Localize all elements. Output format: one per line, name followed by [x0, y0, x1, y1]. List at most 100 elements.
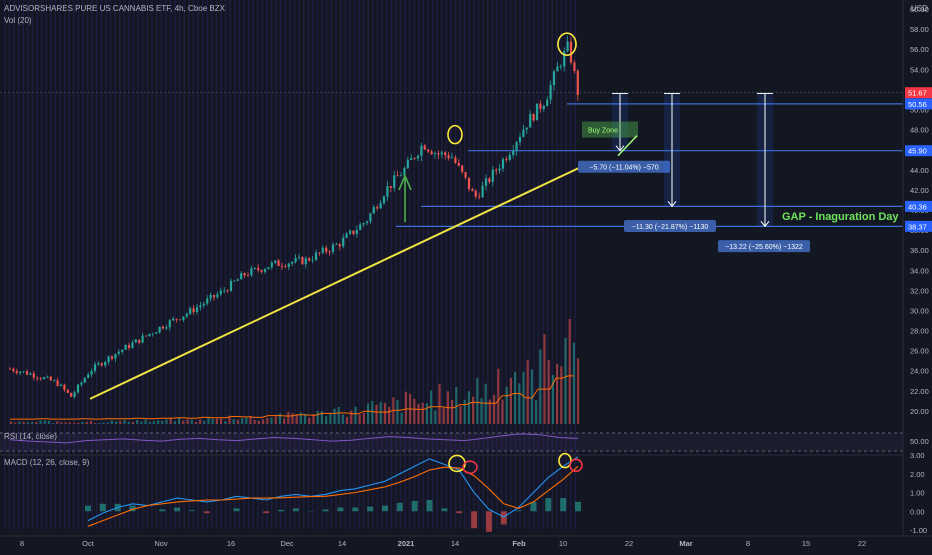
rsi-pane — [0, 433, 903, 451]
volume-bar — [518, 383, 520, 424]
volume-bar — [174, 421, 176, 424]
candle-body — [315, 253, 317, 260]
volume-bar — [258, 421, 260, 424]
candle-body — [33, 374, 35, 378]
candle-body — [318, 253, 320, 254]
volume-bar — [539, 350, 541, 424]
candle-body — [284, 266, 286, 267]
volume-bar — [81, 422, 83, 424]
macd-histogram-bar — [471, 511, 477, 528]
volume-bar — [56, 421, 58, 424]
macd-y-tick: -1.00 — [910, 526, 927, 535]
candle-body — [380, 203, 382, 208]
macd-histogram-bar — [575, 502, 581, 511]
candle-body — [533, 114, 535, 120]
volume-bar — [443, 408, 445, 424]
volume-bar — [333, 409, 335, 424]
x-tick-label: 2021 — [398, 539, 415, 548]
macd-histogram-bar — [545, 498, 551, 511]
candle-body — [485, 179, 487, 186]
macd-histogram-bar — [456, 511, 462, 513]
candle-body — [138, 340, 140, 343]
volume-bar — [346, 417, 348, 424]
candle-body — [553, 71, 555, 85]
volume-bar — [39, 420, 41, 424]
volume-bar — [216, 419, 218, 424]
macd-histogram-bar — [293, 508, 299, 511]
volume-bar — [275, 416, 277, 424]
candle-body — [16, 371, 18, 373]
candle-body — [339, 244, 341, 246]
candle-body — [57, 380, 59, 386]
candle-body — [437, 153, 439, 154]
candle-body — [12, 369, 14, 371]
volume-bar — [266, 418, 268, 424]
volume-bar — [501, 400, 503, 425]
candle-body — [407, 160, 409, 168]
candle-body — [482, 186, 484, 198]
volume-bar — [283, 418, 285, 424]
macd-histogram-bar — [85, 506, 91, 512]
candle-body — [254, 268, 256, 269]
candle-body — [308, 258, 310, 260]
volume-bar — [94, 423, 96, 424]
candle-body — [451, 157, 453, 158]
volume-bar — [270, 418, 272, 424]
y-tick-label: 30.00 — [910, 306, 929, 315]
volume-bar — [476, 378, 478, 424]
volume-bar — [417, 404, 419, 424]
candle-body — [295, 258, 297, 262]
candle-body — [475, 191, 477, 197]
volume-bar — [556, 364, 558, 424]
volume-bar — [543, 334, 545, 424]
x-tick-label: 8 — [20, 539, 24, 548]
candle-body — [577, 71, 579, 95]
candle-body — [471, 189, 473, 191]
volume-bar — [102, 423, 104, 425]
candle-body — [434, 153, 436, 154]
x-tick-label: 22 — [625, 539, 633, 548]
candle-body — [261, 270, 263, 272]
volume-bar — [300, 412, 302, 424]
macd-histogram-bar — [352, 508, 358, 512]
x-tick-label: 22 — [858, 539, 866, 548]
candle-body — [567, 42, 569, 52]
candle-body — [19, 372, 21, 373]
candle-body — [363, 223, 365, 224]
candle-body — [454, 157, 456, 162]
volume-bar — [149, 422, 151, 424]
candle-body — [26, 371, 28, 374]
volume-bar — [86, 422, 88, 424]
volume-bar — [468, 391, 470, 424]
candle-body — [206, 299, 208, 304]
candle-body — [84, 378, 86, 383]
y-tick-label: 34.00 — [910, 266, 929, 275]
candle-body — [420, 146, 422, 156]
volume-bar — [342, 415, 344, 425]
volume-bar — [27, 423, 29, 425]
candle-body — [53, 380, 55, 381]
candle-body — [570, 42, 572, 63]
candle-body — [216, 294, 218, 297]
volume-bar — [165, 420, 167, 424]
candle-body — [410, 158, 412, 160]
candle-body — [131, 343, 133, 348]
candle-body — [271, 263, 273, 268]
macd-histogram-bar — [189, 510, 195, 511]
macd-histogram-bar — [412, 501, 418, 511]
candle-body — [148, 334, 150, 336]
volume-bar — [144, 420, 146, 424]
candle-body — [560, 66, 562, 67]
candle-body — [298, 257, 300, 258]
macd-y-tick: 1.00 — [910, 489, 925, 498]
macd-histogram-bar — [234, 508, 240, 511]
macd-histogram-bar — [323, 509, 329, 511]
candle-body — [346, 234, 348, 238]
candle-body — [152, 334, 154, 335]
volume-bar — [90, 421, 92, 424]
macd-y-tick: 3.00 — [910, 451, 925, 460]
candle-body — [499, 169, 501, 171]
candle-body — [312, 260, 314, 261]
volume-bar — [535, 400, 537, 424]
